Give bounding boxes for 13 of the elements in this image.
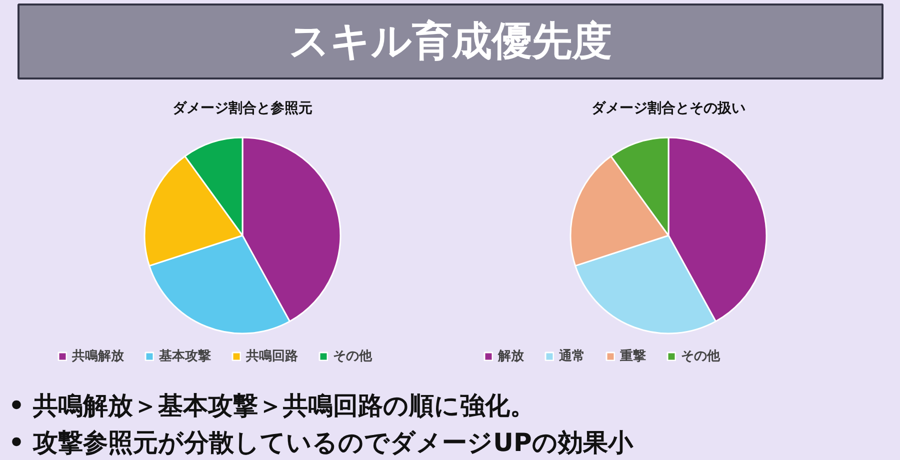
legend-label: 共鳴回路 xyxy=(246,348,298,365)
legend-label: その他 xyxy=(681,348,720,365)
text: • 攻撃参照元が分散しているのでダメージUPの効果小 xyxy=(8,428,634,457)
legend-label: 共鳴解放 xyxy=(72,348,124,365)
chart-title: ダメージ割合とその扱い xyxy=(592,100,746,116)
text: スキル育成優先度 xyxy=(289,18,612,64)
text: • 共鳴解放＞基本攻撃＞共鳴回路の順に強化。 xyxy=(8,391,536,420)
legend-label: 基本攻撃 xyxy=(159,348,211,365)
legend-label: その他 xyxy=(333,348,372,365)
legend-label: 解放 xyxy=(498,348,524,365)
legend-label: 通常 xyxy=(559,348,585,365)
legend-label: 重撃 xyxy=(620,348,646,365)
chart-title: ダメージ割合と参照元 xyxy=(172,100,312,116)
